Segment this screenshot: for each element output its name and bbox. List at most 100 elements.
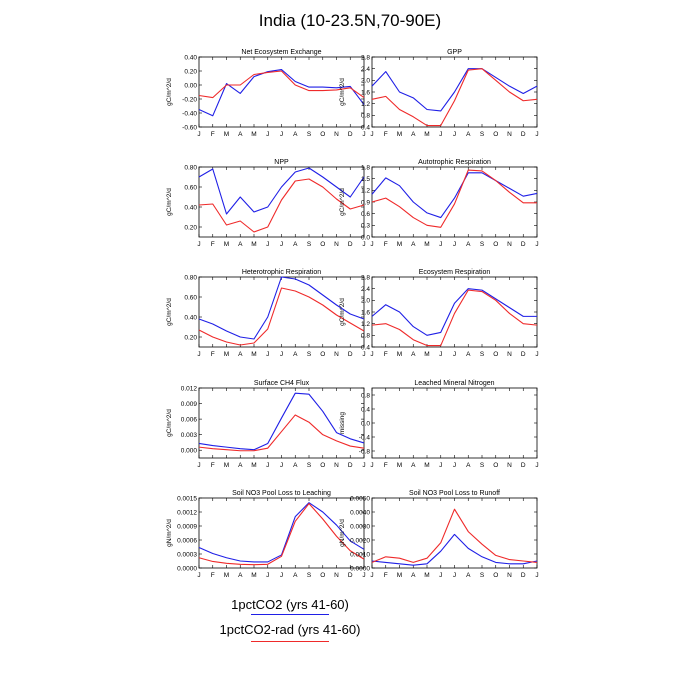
x-tick-label: F <box>211 572 215 579</box>
x-tick-label: A <box>411 351 416 358</box>
plot-frame <box>371 166 538 238</box>
panel-6: Ecosystem Respiration gC/m^2/d 0.4 0.8 1.2 1.… <box>339 269 539 358</box>
legend-swatch-2 <box>251 641 329 642</box>
x-tick-label: M <box>251 462 256 469</box>
y-tick-label: 0.4 <box>361 124 370 131</box>
y-tick-label: 0.6 <box>361 211 370 218</box>
x-tick-label: J <box>535 572 538 579</box>
series-line-1 <box>371 288 537 336</box>
x-tick-label: M <box>251 241 256 248</box>
x-tick-label: O <box>320 131 325 138</box>
y-tick-label: 0.0006 <box>177 537 197 544</box>
y-tick-label: 2.0 <box>361 298 370 305</box>
x-tick-label: A <box>293 131 298 138</box>
x-tick-label: O <box>493 131 498 138</box>
x-tick-label: N <box>507 241 512 248</box>
y-tick-label: 0.0020 <box>350 537 370 544</box>
y-tick-label: 0.20 <box>184 334 197 341</box>
series-line-2 <box>198 178 365 233</box>
panel-title: Net Ecosystem Exchange <box>241 49 321 56</box>
x-tick-label: A <box>293 462 298 469</box>
y-tick-label: 2.4 <box>361 286 370 293</box>
series-line-2 <box>371 169 537 228</box>
x-tick-label: D <box>521 572 526 579</box>
panel-title: Heterotrophic Respiration <box>242 269 321 276</box>
series-line-1 <box>198 167 365 215</box>
x-tick-label: A <box>238 462 243 469</box>
x-tick-label: F <box>384 241 388 248</box>
x-tick-label: S <box>480 131 485 138</box>
x-tick-label: F <box>211 351 215 358</box>
x-tick-label: M <box>424 131 429 138</box>
x-tick-label: O <box>493 351 498 358</box>
x-tick-label: N <box>334 241 339 248</box>
x-tick-label: J <box>453 131 456 138</box>
x-tick-label: A <box>466 131 471 138</box>
x-tick-label: D <box>521 131 526 138</box>
x-tick-label: O <box>493 462 498 469</box>
x-tick-label: N <box>507 351 512 358</box>
y-axis-label: gC/m^2/d <box>339 298 346 326</box>
series-line-1 <box>198 392 365 451</box>
panel-7: Surface CH4 Flux gC/m^2/d 0.000 0.003 0.006 0… <box>166 380 366 469</box>
x-tick-label: J <box>280 572 283 579</box>
x-tick-label: M <box>424 572 429 579</box>
plot-frame <box>371 276 538 348</box>
x-tick-label: D <box>348 462 353 469</box>
x-tick-label: J <box>362 131 365 138</box>
x-tick-label: J <box>197 572 200 579</box>
x-tick-label: J <box>362 572 365 579</box>
y-tick-label: 2.0 <box>361 78 370 85</box>
x-tick-label: O <box>320 462 325 469</box>
panel-4: Autotrophic Respiration gC/m^2/d 0.0 0.3 0.6… <box>339 159 539 248</box>
x-tick-label: J <box>370 351 373 358</box>
y-tick-label: 0.0009 <box>177 523 197 530</box>
y-tick-label: 1.2 <box>361 188 370 195</box>
x-tick-label: J <box>370 131 373 138</box>
series-line-1 <box>198 69 365 117</box>
x-tick-label: A <box>293 572 298 579</box>
panel-9: Soil NO3 Pool Loss to Leaching gN/m^2/d 0.… <box>166 490 366 579</box>
x-tick-label: M <box>424 351 429 358</box>
x-tick-label: D <box>521 351 526 358</box>
x-tick-label: J <box>266 462 269 469</box>
x-tick-label: M <box>397 241 402 248</box>
x-tick-label: J <box>370 572 373 579</box>
x-tick-label: J <box>362 351 365 358</box>
y-tick-label: 0.80 <box>184 274 197 281</box>
x-tick-label: J <box>362 241 365 248</box>
x-tick-label: J <box>280 462 283 469</box>
x-tick-label: M <box>424 241 429 248</box>
x-tick-label: M <box>424 462 429 469</box>
x-tick-label: J <box>439 131 442 138</box>
panel-title: Surface CH4 Flux <box>254 380 310 387</box>
panel-title: Ecosystem Respiration <box>419 269 491 276</box>
x-tick-label: D <box>521 241 526 248</box>
series-line-1 <box>371 533 538 566</box>
y-axis-label: gC/m^2/d <box>339 188 346 216</box>
panel-10: Soil NO3 Pool Loss to Runoff gN/m^2/d 0.00… <box>339 490 539 579</box>
y-tick-label: 1.6 <box>361 89 370 96</box>
y-tick-label: 0.9 <box>361 199 370 206</box>
x-tick-label: M <box>397 572 402 579</box>
x-tick-label: N <box>334 351 339 358</box>
x-tick-label: M <box>251 572 256 579</box>
x-tick-label: O <box>320 241 325 248</box>
panel-1: Net Ecosystem Exchange gC/m^2/d -0.60 -0.40… <box>166 49 366 138</box>
x-tick-label: A <box>411 241 416 248</box>
x-tick-label: O <box>493 572 498 579</box>
x-tick-label: S <box>307 351 312 358</box>
y-tick-label: -0.60 <box>182 124 197 131</box>
y-tick-label: 1.2 <box>361 101 370 108</box>
series-line-1 <box>198 276 365 340</box>
y-tick-label: 0.80 <box>184 164 197 171</box>
x-tick-label: N <box>334 462 339 469</box>
x-tick-label: D <box>348 572 353 579</box>
y-tick-label: 0.003 <box>181 432 198 439</box>
y-tick-label: 0.000 <box>181 448 198 455</box>
y-tick-label: 0.4 <box>361 344 370 351</box>
x-tick-label: N <box>507 131 512 138</box>
x-tick-label: J <box>266 351 269 358</box>
x-tick-label: S <box>480 462 485 469</box>
x-tick-label: A <box>466 241 471 248</box>
